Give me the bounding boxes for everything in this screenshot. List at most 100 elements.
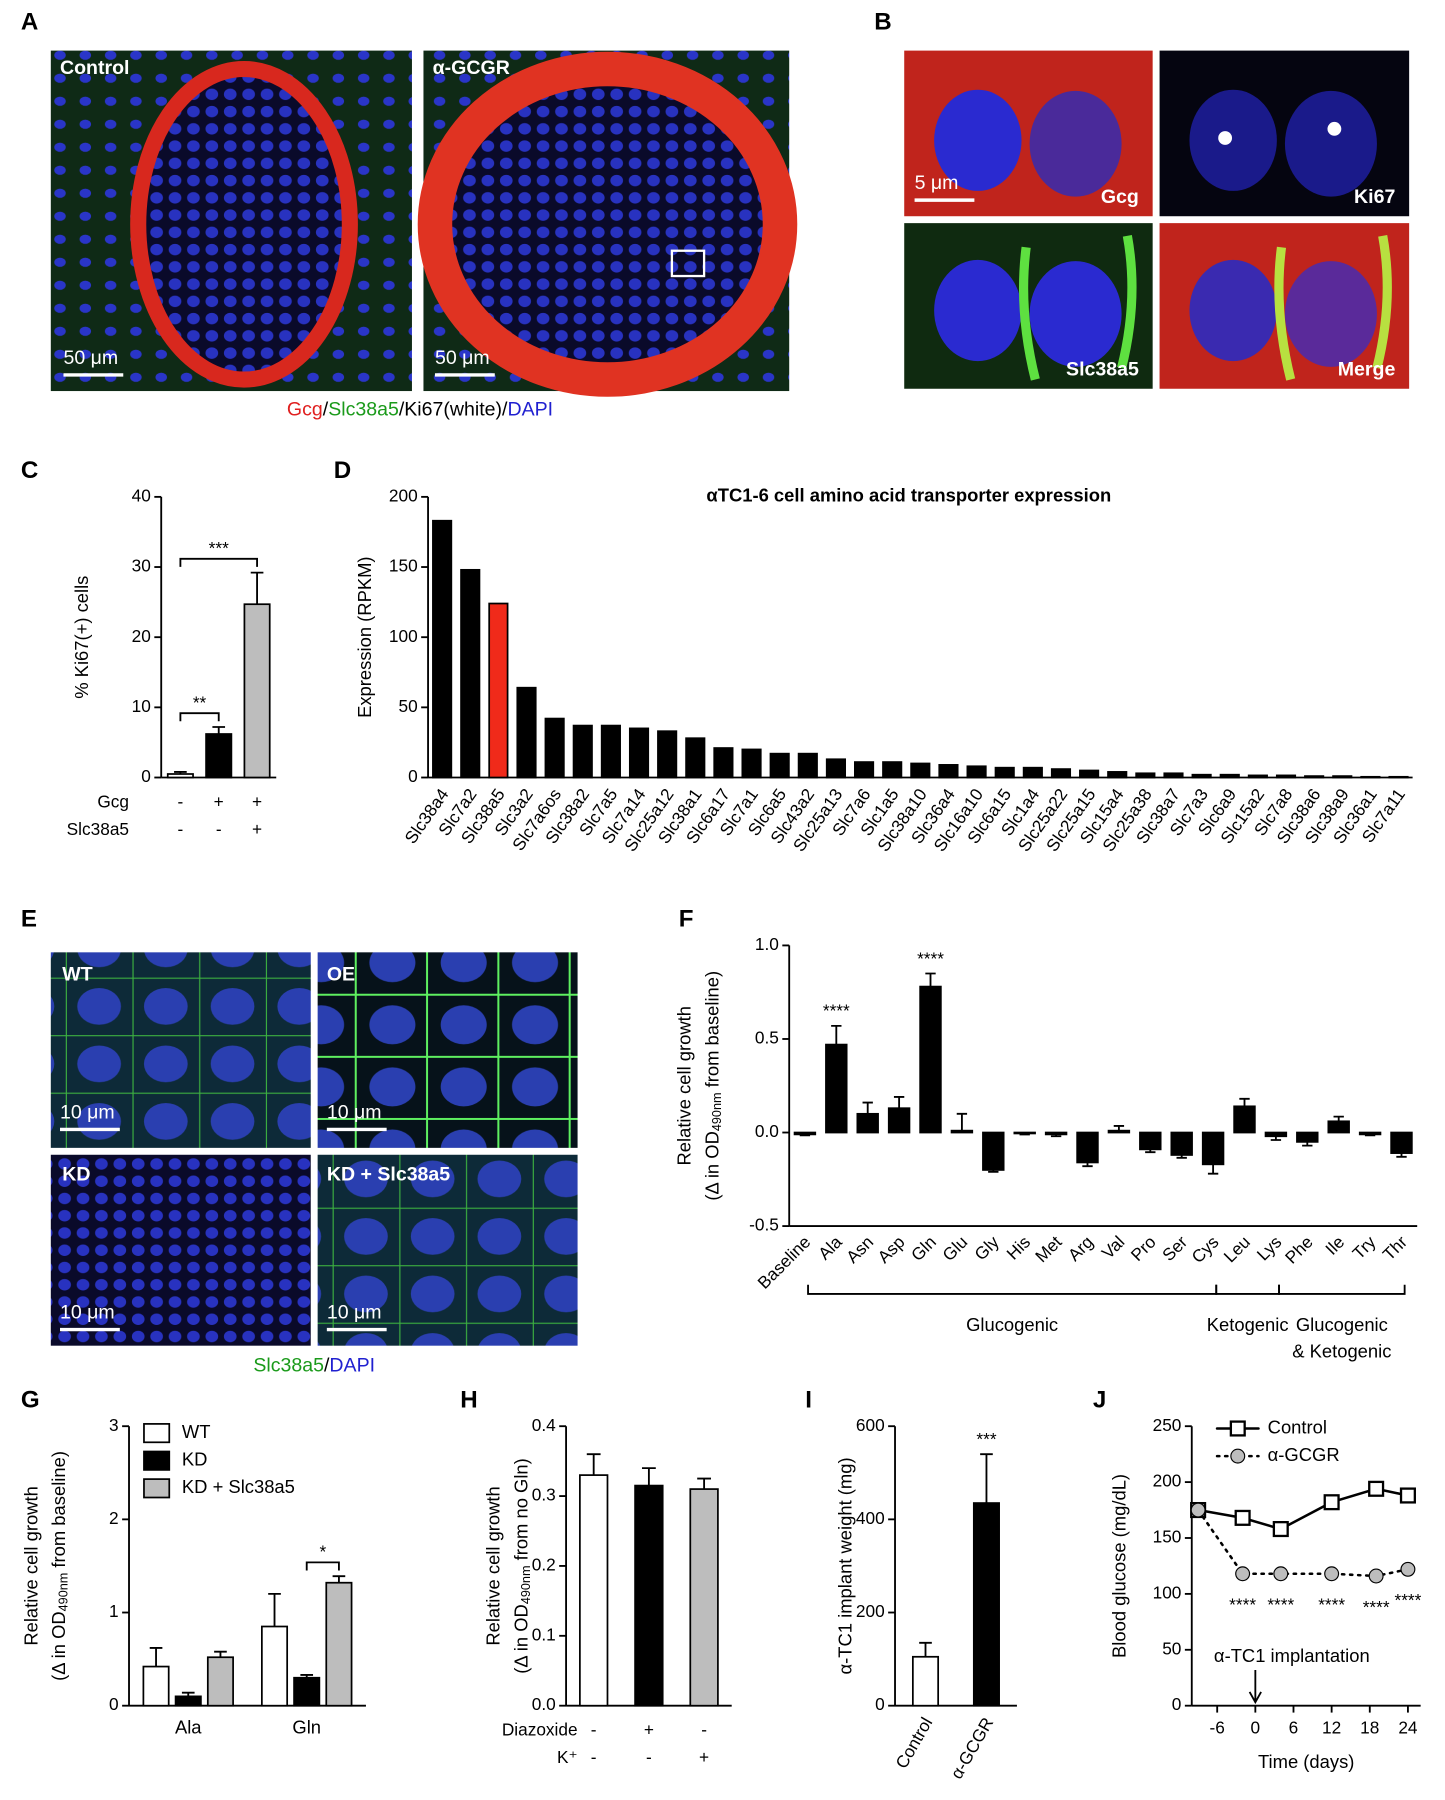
error-bar [799, 1134, 811, 1137]
image-label: Control [60, 57, 129, 79]
group-bracket [1278, 1284, 1406, 1295]
label-part: from no Gln) [510, 1458, 531, 1565]
y-axis-label: (Δ in OD490nm from baseline) [48, 1451, 71, 1681]
bar [1050, 768, 1072, 779]
error-bar [1239, 1097, 1250, 1107]
x-tick-label: Thr [1379, 1232, 1412, 1265]
bar [293, 1676, 321, 1707]
y-tick-label: 600 [856, 1415, 885, 1435]
x-tick-label: Phe [1281, 1232, 1317, 1268]
bar [1139, 1131, 1162, 1151]
legend-label: WT [182, 1421, 211, 1442]
bar [488, 602, 509, 779]
bar [882, 761, 903, 779]
series-line [1196, 1508, 1410, 1578]
nucleus [1284, 261, 1377, 367]
y-axis-label: Blood glucose (mg/dL) [1108, 1474, 1129, 1658]
nucleus [1029, 261, 1122, 367]
legend-swatch [143, 1450, 171, 1471]
marker [1324, 1566, 1340, 1582]
bar [657, 730, 678, 779]
row-label: Slc38a5 [67, 819, 129, 839]
error-bar [214, 1650, 227, 1658]
panel-letter: I [805, 1386, 812, 1413]
nucleus [1189, 89, 1277, 191]
row-sign: - [178, 819, 184, 839]
y-axis-label: % Ki67(+) cells [71, 576, 92, 699]
bar [825, 1043, 848, 1134]
caption-part: / [323, 399, 329, 421]
error-bar [1396, 1153, 1407, 1158]
y-tick-label: 100 [1153, 1582, 1182, 1602]
scale-bar-label: 10 μm [327, 1102, 382, 1124]
x-tick-label: Pro [1127, 1232, 1160, 1265]
image-label: α-GCGR [433, 57, 510, 79]
islet [130, 60, 358, 388]
y-axis-label: Relative cell growth [674, 1006, 695, 1165]
nucleus [1189, 259, 1277, 362]
bar [856, 1112, 879, 1134]
row-sign: - [591, 1747, 597, 1767]
x-tick-label: 24 [1398, 1717, 1418, 1737]
row-sign: - [178, 791, 184, 811]
row-sign: - [591, 1720, 597, 1740]
chart-title: αTC1-6 cell amino acid transporter expre… [706, 485, 1111, 506]
x-tick-label: Control [891, 1714, 936, 1772]
y-axis-label: Expression (RPKM) [354, 556, 375, 717]
caption-part: Slc38a5 [328, 399, 399, 421]
bar [1296, 1131, 1319, 1143]
error-bar [250, 571, 264, 605]
bar [1044, 1131, 1068, 1136]
significance-label: **** [1229, 1595, 1256, 1615]
bar [1076, 1131, 1099, 1164]
group-label: Ketogenic [1207, 1314, 1289, 1335]
error-bar [697, 1477, 711, 1490]
legend-swatch [143, 1478, 171, 1499]
x-tick-label: Gln [907, 1232, 940, 1265]
y-axis-label: Relative cell growth [483, 1486, 504, 1645]
image-label: WT [62, 964, 92, 986]
micrograph [50, 1154, 311, 1346]
label-part: from baseline) [701, 971, 722, 1093]
row-label: Gcg [97, 791, 129, 811]
x-tick-label: 0 [1251, 1717, 1261, 1737]
label-subscript: 490nm [710, 1092, 724, 1131]
bar [1332, 775, 1353, 779]
error-bar [1019, 1133, 1030, 1136]
x-tick-label: Asp [873, 1232, 908, 1267]
x-tick-label: Ser [1158, 1232, 1191, 1265]
error-bar [1050, 1134, 1062, 1138]
bar [910, 762, 931, 779]
panel-letter: C [21, 457, 38, 484]
bar [793, 1131, 817, 1136]
error-bar [586, 1453, 601, 1476]
scale-bar-label: 10 μm [327, 1302, 382, 1324]
scale-bar-label: 50 μm [63, 347, 118, 369]
islet [417, 51, 798, 397]
row-sign: - [701, 1720, 707, 1740]
panel-letter: E [21, 906, 37, 933]
y-tick-label: 10 [132, 696, 151, 716]
x-tick-label: Glu [938, 1232, 971, 1265]
error-bar [988, 1169, 999, 1173]
x-tick-label: 12 [1322, 1717, 1341, 1737]
image-label: OE [327, 964, 355, 986]
x-tick-label: Try [1348, 1232, 1380, 1264]
caption-part: DAPI [507, 399, 553, 421]
row-sign: + [214, 791, 224, 811]
bar [460, 568, 481, 779]
y-tick-label: 150 [389, 556, 418, 576]
error-bar [174, 770, 187, 775]
error-bar [1364, 1134, 1376, 1137]
bar [911, 1655, 940, 1707]
bar [544, 717, 565, 779]
x-tick-label: α-GCGR [946, 1714, 997, 1782]
x-tick-label: Asn [842, 1232, 877, 1267]
significance-label: **** [823, 1001, 850, 1021]
panel-letter: B [874, 8, 891, 35]
row-sign: + [252, 791, 262, 811]
error-bar [1145, 1149, 1156, 1154]
y-tick-label: 1.0 [755, 934, 779, 954]
x-tick-label: Gly [970, 1232, 1003, 1265]
y-axis-label: (Δ in OD490nm from baseline) [701, 971, 724, 1201]
